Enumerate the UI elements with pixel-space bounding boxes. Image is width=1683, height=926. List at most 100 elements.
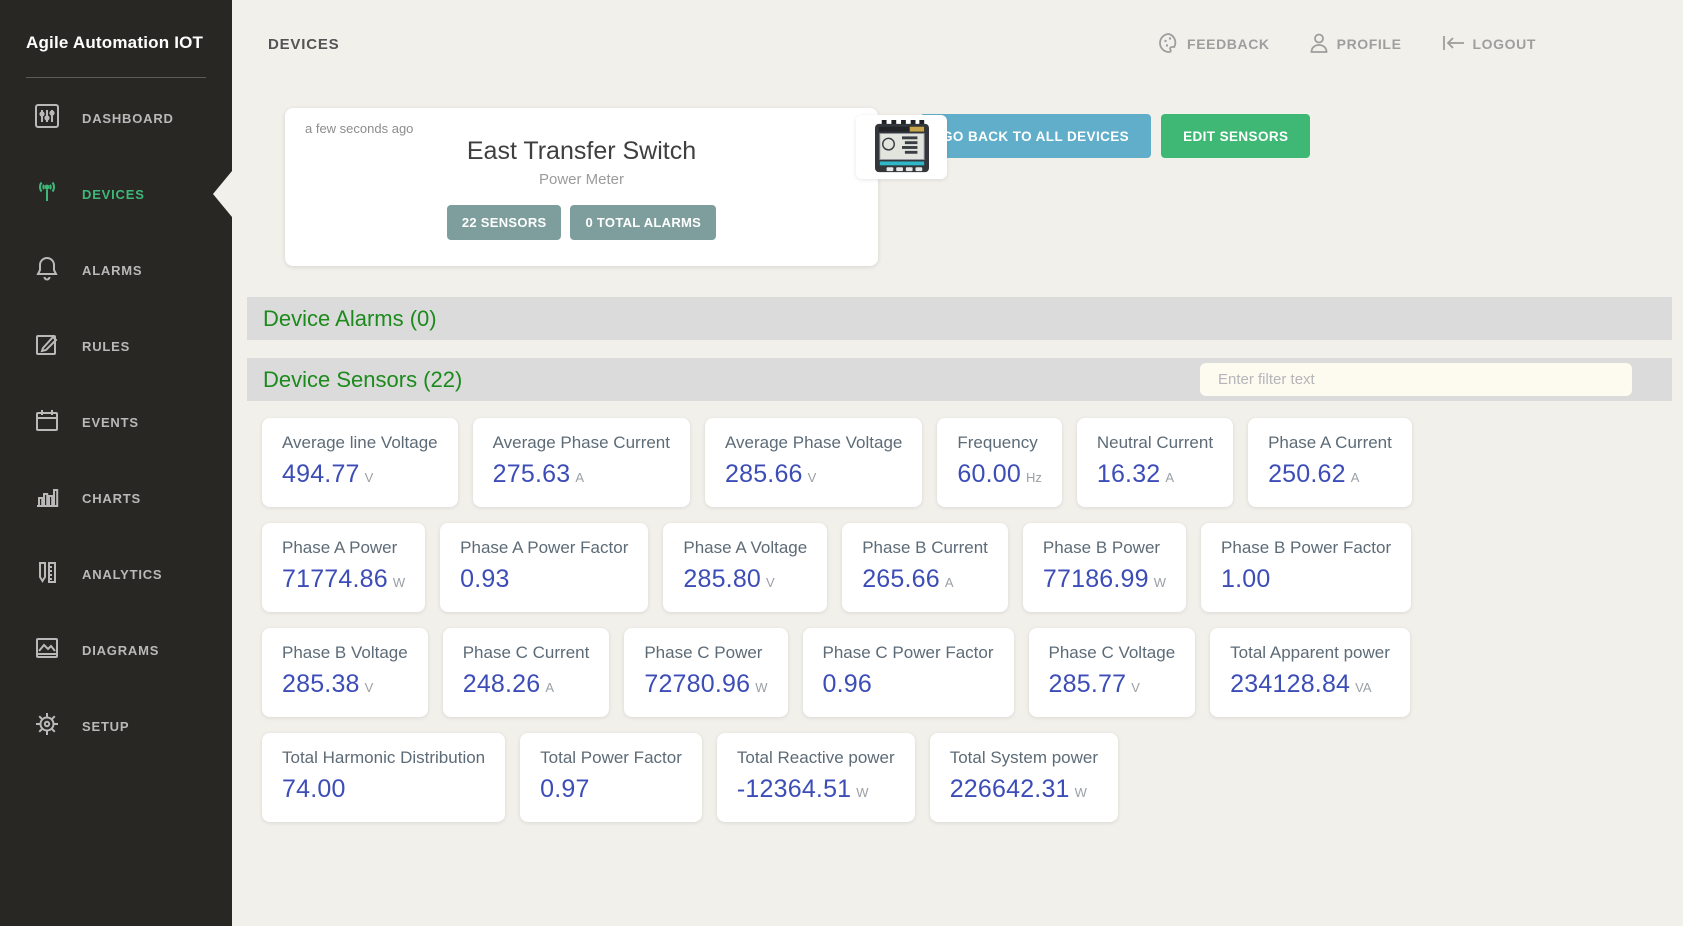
sensor-card[interactable]: Phase C Current 248.26 A <box>442 628 610 717</box>
toolbar: GO BACK TO ALL DEVICES EDIT SENSORS <box>920 114 1311 158</box>
sensor-label: Average line Voltage <box>282 433 438 452</box>
sensor-value: 285.38 V <box>282 670 374 698</box>
sensor-label: Phase A Voltage <box>683 538 808 557</box>
device-name: East Transfer Switch <box>466 137 697 165</box>
sensor-card[interactable]: Total Harmonic Distribution 74.00 <box>262 733 506 822</box>
sensor-card[interactable]: Frequency 60.00 Hz <box>937 418 1062 507</box>
sensor-value: 494.77 V <box>282 460 374 488</box>
sensor-unit: A <box>545 680 555 695</box>
sidebar-item-analytics[interactable]: ANALYTICS <box>0 536 232 612</box>
sensor-card[interactable]: Phase B Power Factor 1.00 <box>1201 523 1412 612</box>
sidebar-item-label: DIAGRAMS <box>82 642 160 658</box>
sensor-card[interactable]: Total Reactive power -12364.51 W <box>716 733 915 822</box>
sensor-value: 285.77 V <box>1048 670 1140 698</box>
sensor-value: 72780.96 W <box>644 670 768 698</box>
edit-sensors-button[interactable]: EDIT SENSORS <box>1161 114 1311 158</box>
sensor-card[interactable]: Average Phase Voltage 285.66 V <box>705 418 923 507</box>
sidebar-item-label: EVENTS <box>82 414 139 430</box>
sensor-label: Phase A Power <box>282 538 398 557</box>
logout-button[interactable]: LOGOUT <box>1440 32 1536 57</box>
sensor-card[interactable]: Total Apparent power 234128.84 VA <box>1210 628 1410 717</box>
main-content: DEVICES FEEDBACK <box>232 0 1683 926</box>
device-alarms-section-header[interactable]: Device Alarms (0) <box>247 297 1672 340</box>
sensor-card[interactable]: Phase C Power Factor 0.96 <box>802 628 1014 717</box>
sensor-label: Phase B Power Factor <box>1221 538 1392 557</box>
sensor-card[interactable]: Total System power 226642.31 W <box>929 733 1119 822</box>
sensor-card[interactable]: Phase A Power Factor 0.93 <box>440 523 649 612</box>
sensor-card[interactable]: Phase B Current 265.66 A <box>842 523 1008 612</box>
sensor-value: 250.62 A <box>1268 460 1360 488</box>
sensor-unit: V <box>807 470 817 485</box>
sensor-unit: VA <box>1355 680 1372 695</box>
go-back-button[interactable]: GO BACK TO ALL DEVICES <box>920 114 1152 158</box>
sensor-label: Average Phase Current <box>492 433 670 452</box>
alarms-count-badge: 0 TOTAL ALARMS <box>570 205 717 240</box>
edit-square-icon <box>34 331 60 362</box>
sensor-unit: V <box>364 470 374 485</box>
sensor-card[interactable]: Average Phase Current 275.63 A <box>472 418 690 507</box>
sensor-label: Phase C Current <box>462 643 590 662</box>
sensor-card[interactable]: Phase B Power 77186.99 W <box>1022 523 1187 612</box>
sidebar-item-label: ANALYTICS <box>82 566 163 582</box>
sensor-value: 234128.84 VA <box>1230 670 1372 698</box>
sensor-row: Average line Voltage 494.77 V Average Phase… <box>262 418 1683 507</box>
device-sensors-section-header[interactable]: Device Sensors (22) <box>247 358 1672 401</box>
calendar-icon <box>34 407 60 438</box>
sidebar-item-label: CHARTS <box>82 490 141 506</box>
sensor-card[interactable]: Phase A Power 71774.86 W <box>262 523 426 612</box>
app-logo: Agile Automation IOT <box>26 33 204 52</box>
device-card[interactable]: a few seconds ago East Transfer Switch P… <box>285 108 947 266</box>
sidebar-item-label: SETUP <box>82 718 130 734</box>
sensor-label: Phase A Current <box>1268 433 1392 452</box>
sensor-value: 0.93 <box>460 565 510 593</box>
sensor-label: Total System power <box>949 748 1099 767</box>
logout-label: LOGOUT <box>1472 36 1536 52</box>
bar-chart-icon <box>34 483 60 514</box>
sidebar-item-rules[interactable]: RULES <box>0 308 232 384</box>
sensor-card[interactable]: Phase C Power 72780.96 W <box>624 628 788 717</box>
sensor-value: 1.00 <box>1221 565 1271 593</box>
sensor-label: Phase C Power <box>644 643 763 662</box>
sensor-value: 275.63 A <box>492 460 584 488</box>
sensor-unit: A <box>1165 470 1175 485</box>
sensor-card[interactable]: Phase B Voltage 285.38 V <box>262 628 428 717</box>
sensor-card[interactable]: Phase A Voltage 285.80 V <box>663 523 828 612</box>
sidebar-item-label: ALARMS <box>82 262 143 278</box>
sensor-card[interactable]: Phase C Voltage 285.77 V <box>1028 628 1196 717</box>
sensor-label: Total Harmonic Distribution <box>282 748 486 767</box>
sensor-card[interactable]: Phase A Current 250.62 A <box>1248 418 1412 507</box>
sensor-unit: V <box>1131 680 1140 695</box>
sidebar-item-setup[interactable]: SETUP <box>0 688 232 764</box>
sensor-label: Phase C Voltage <box>1048 643 1176 662</box>
sensor-label: Phase A Power Factor <box>460 538 629 557</box>
feedback-button[interactable]: FEEDBACK <box>1158 32 1270 57</box>
device-image <box>856 115 947 179</box>
header-actions: FEEDBACK PROFILE <box>1158 32 1536 57</box>
device-summary-row: a few seconds ago East Transfer Switch P… <box>232 108 1683 266</box>
sensor-unit: A <box>575 470 584 485</box>
sidebar-item-diagrams[interactable]: DIAGRAMS <box>0 612 232 688</box>
sidebar-item-dashboard[interactable]: DASHBOARD <box>0 80 232 156</box>
sensor-unit: W <box>856 785 869 800</box>
sensor-unit: V <box>364 680 374 695</box>
sidebar-divider <box>26 77 206 78</box>
sensor-label: Phase B Power <box>1042 538 1161 557</box>
sensor-unit: A <box>1350 470 1360 485</box>
sensor-label: Neutral Current <box>1096 433 1214 452</box>
sensor-value: 285.66 V <box>725 460 817 488</box>
feedback-label: FEEDBACK <box>1187 36 1270 52</box>
sensor-card[interactable]: Average line Voltage 494.77 V <box>262 418 458 507</box>
sidebar-item-devices[interactable]: DEVICES <box>0 156 232 232</box>
profile-button[interactable]: PROFILE <box>1308 32 1402 57</box>
sensor-card[interactable]: Neutral Current 16.32 A <box>1076 418 1234 507</box>
sidebar-item-label: DASHBOARD <box>82 110 174 126</box>
sidebar-item-charts[interactable]: CHARTS <box>0 460 232 536</box>
bell-icon <box>34 255 60 286</box>
sensor-grid: Average line Voltage 494.77 V Average Phase… <box>262 418 1683 822</box>
sensor-filter-input[interactable] <box>1200 363 1632 396</box>
sensors-count-badge: 22 SENSORS <box>446 205 562 240</box>
sidebar-item-events[interactable]: EVENTS <box>0 384 232 460</box>
sensor-unit: W <box>392 575 406 590</box>
sensor-card[interactable]: Total Power Factor 0.97 <box>520 733 702 822</box>
sidebar-item-alarms[interactable]: ALARMS <box>0 232 232 308</box>
